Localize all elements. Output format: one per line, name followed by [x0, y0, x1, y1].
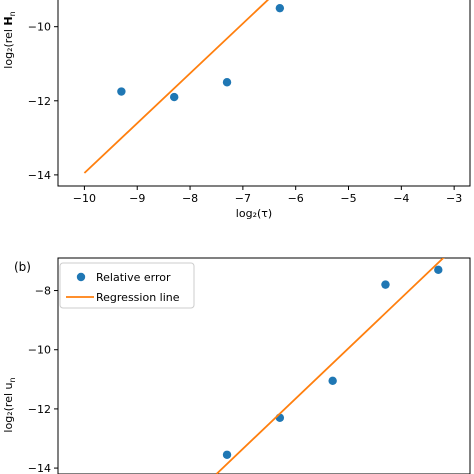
x-tick-label: −9	[129, 192, 145, 205]
regression-line	[83, 0, 270, 174]
plot-area	[83, 0, 285, 174]
legend: Relative error Regression line	[59, 262, 195, 309]
plot-frame	[57, 0, 471, 187]
plot-area	[215, 258, 445, 474]
panel-a: −14 −12 −10 −10 −9 −8 −7 −6 −5 −4 −3 log₂(τ) log₂(re…	[2, 0, 471, 220]
x-axis-label: log₂(τ)	[236, 207, 272, 220]
data-point	[222, 450, 232, 459]
data-point	[222, 78, 232, 87]
data-point	[381, 280, 390, 289]
legend-label-regression-line: Regression line	[96, 291, 180, 304]
data-point	[275, 3, 285, 13]
legend-label-relative-error: Relative error	[96, 271, 171, 284]
x-tick-label: −4	[393, 192, 409, 205]
x-tick-label: −10	[73, 192, 96, 205]
x-tick-label: −5	[340, 192, 356, 205]
y-tick-label: −14	[28, 169, 51, 182]
y-tick-label: −12	[28, 95, 51, 108]
data-point	[328, 376, 337, 385]
regression-line	[215, 258, 445, 474]
x-tick-label: −8	[182, 192, 198, 205]
y-tick-label: −10	[28, 344, 51, 357]
x-tick-label: −7	[235, 192, 251, 205]
y-tick-label: −14	[28, 462, 51, 474]
panel-label: (b)	[14, 260, 31, 274]
y-tick-label: −10	[28, 21, 51, 34]
plot-frame	[57, 257, 471, 474]
y-tick-label: −8	[35, 285, 51, 298]
legend-marker-points	[76, 272, 86, 282]
y-tick-label: −12	[28, 403, 51, 416]
y-axis-label: log₂(rel Hn	[2, 11, 17, 68]
x-tick-label: −6	[288, 192, 304, 205]
data-point	[434, 265, 443, 275]
y-axis-label: log₂(rel un	[2, 377, 17, 432]
data-point	[117, 87, 126, 96]
data-point	[170, 92, 179, 102]
x-tick-label: −3	[446, 192, 462, 205]
